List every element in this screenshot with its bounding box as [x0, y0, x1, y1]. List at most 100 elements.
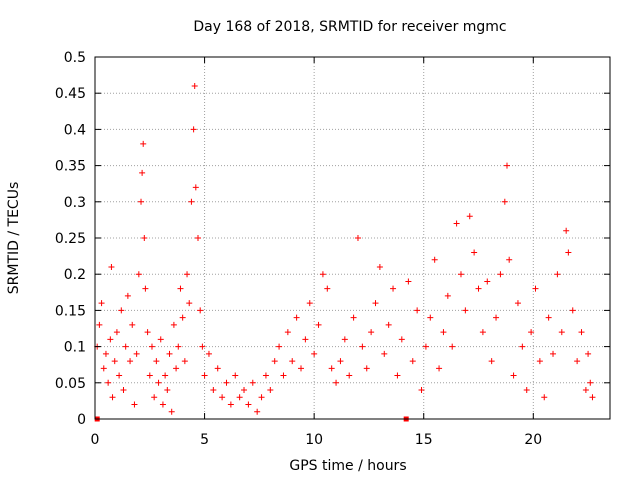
- data-point: [311, 350, 318, 357]
- data-point: [138, 198, 145, 205]
- data-point: [116, 372, 123, 379]
- data-point: [254, 408, 261, 415]
- data-point: [184, 271, 191, 278]
- data-point: [227, 401, 234, 408]
- data-point: [541, 394, 548, 401]
- data-point: [333, 379, 340, 386]
- data-point: [109, 394, 116, 401]
- data-point: [153, 358, 160, 365]
- data-point: [245, 401, 252, 408]
- data-point: [141, 235, 148, 241]
- data-point: [111, 358, 118, 365]
- data-point: [232, 372, 239, 379]
- data-point: [113, 329, 120, 336]
- data-point: [354, 235, 361, 241]
- data-point: [139, 169, 146, 176]
- data-point: [346, 372, 353, 379]
- y-tick-label: 0: [77, 412, 86, 428]
- data-point: [98, 300, 105, 307]
- data-point: [444, 292, 451, 299]
- data-point: [479, 329, 486, 336]
- data-point: [563, 227, 570, 234]
- data-point: [398, 336, 405, 343]
- data-point: [267, 387, 274, 394]
- data-point: [199, 343, 206, 350]
- data-point: [129, 321, 136, 328]
- data-point: [140, 140, 147, 147]
- data-point: [276, 343, 283, 350]
- data-point: [328, 365, 335, 372]
- data-point: [164, 387, 171, 394]
- data-point: [258, 394, 265, 401]
- y-tick-label: 0.4: [64, 122, 86, 138]
- data-point: [574, 358, 581, 365]
- data-point: [159, 401, 166, 408]
- data-point: [127, 358, 134, 365]
- y-tick-label: 0.15: [55, 303, 86, 319]
- data-point: [148, 343, 155, 350]
- data-point: [501, 198, 508, 205]
- chart-title: Day 168 of 2018, SRMTID for receiver mgm…: [193, 19, 506, 35]
- data-point: [181, 358, 188, 365]
- x-tick-label: 0: [91, 432, 100, 448]
- data-point: [558, 329, 565, 336]
- data-point: [449, 343, 456, 350]
- data-point: [390, 285, 397, 292]
- data-point: [471, 249, 478, 256]
- data-point: [381, 350, 388, 357]
- data-point: [236, 394, 243, 401]
- data-point: [493, 314, 500, 321]
- data-point: [241, 387, 248, 394]
- data-point: [107, 336, 114, 343]
- data-point: [192, 184, 199, 191]
- y-tick-label: 0.35: [55, 159, 86, 175]
- grid-lines: [95, 57, 610, 419]
- data-point: [144, 329, 151, 336]
- data-point: [462, 307, 469, 314]
- data-point: [589, 394, 596, 401]
- data-point: [223, 379, 230, 386]
- data-point: [341, 336, 348, 343]
- data-point: [271, 358, 278, 365]
- data-point: [475, 285, 482, 292]
- data-point: [108, 263, 115, 270]
- data-point: [545, 314, 552, 321]
- data-point: [554, 271, 561, 278]
- data-point: [190, 126, 197, 133]
- data-point: [298, 365, 304, 372]
- data-point: [177, 285, 184, 292]
- data-point: [350, 314, 357, 321]
- x-tick-label: 5: [200, 432, 209, 448]
- data-point: [135, 271, 142, 278]
- data-point: [565, 249, 572, 256]
- data-point: [418, 387, 425, 394]
- data-point: [504, 162, 510, 169]
- data-point: [337, 358, 344, 365]
- x-axis-label: GPS time / hours: [289, 458, 406, 474]
- data-point: [484, 278, 491, 285]
- data-point: [466, 213, 473, 220]
- y-tick-label: 0.05: [55, 376, 86, 392]
- data-point: [363, 365, 370, 372]
- data-point: [440, 329, 447, 336]
- data-point: [280, 372, 287, 379]
- data-point: [376, 263, 383, 270]
- data-point: [105, 379, 112, 386]
- data-point: [262, 372, 269, 379]
- data-point: [324, 285, 331, 292]
- data-point: [453, 220, 460, 227]
- data-point: [179, 314, 186, 321]
- plot-frame: [94, 56, 611, 420]
- data-point: [166, 350, 173, 357]
- data-point: [414, 307, 421, 314]
- x-tick-label: 15: [415, 432, 433, 448]
- data-point: [122, 343, 129, 350]
- data-point: [157, 336, 164, 343]
- data-point: [96, 321, 103, 328]
- axis-ticks: 0 0.05 0.1 0.15 0.2 0.25 0.3 0.35 0.4 0.45 0.5 0 5 10…: [55, 50, 610, 448]
- data-point: [578, 329, 585, 336]
- y-tick-label: 0.45: [55, 86, 86, 102]
- data-point: [120, 387, 127, 394]
- y-tick-label: 0.1: [64, 340, 86, 356]
